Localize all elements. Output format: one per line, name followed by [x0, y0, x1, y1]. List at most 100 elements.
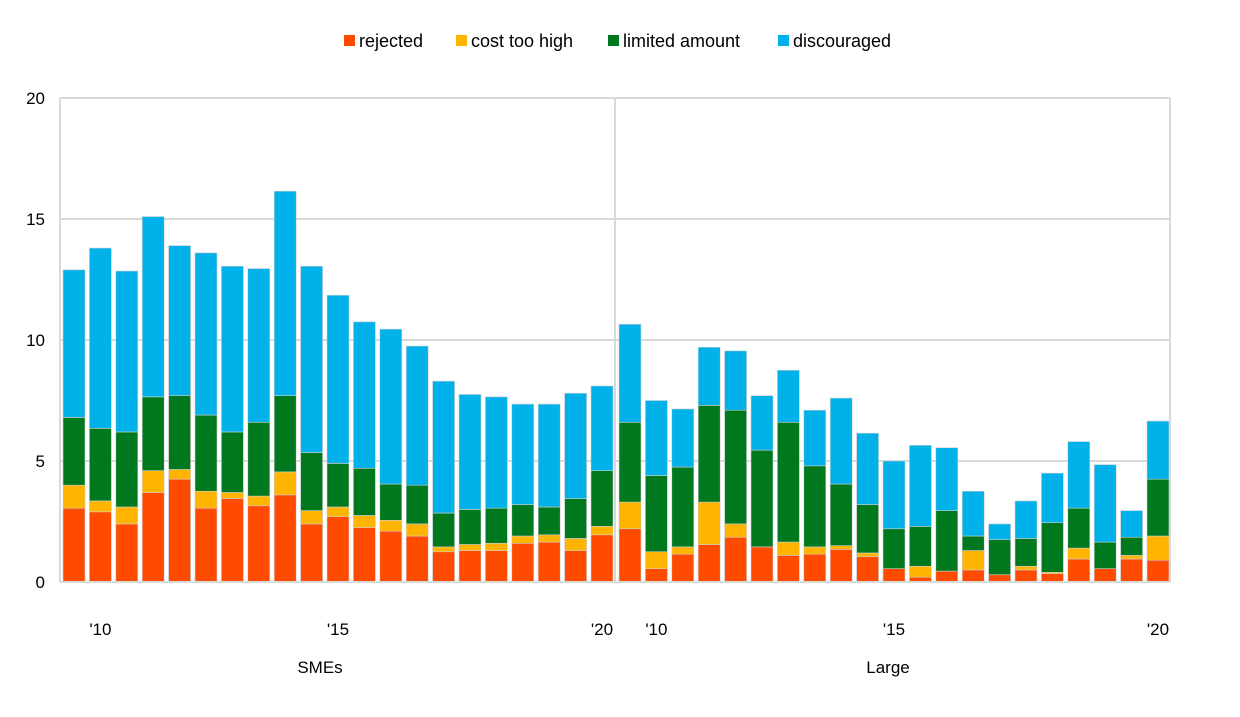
bar-segment-discouraged — [247, 268, 271, 423]
x-tick-label: '10 — [645, 620, 667, 639]
bar-segment-limited-amount — [300, 452, 323, 511]
bar-segment-rejected — [564, 550, 587, 583]
bar-segment-cost-too-high — [1014, 565, 1038, 571]
bar-segment-limited-amount — [405, 484, 429, 525]
bar-segment-rejected — [882, 568, 906, 583]
bar-segment-cost-too-high — [221, 492, 244, 499]
bar-segment-limited-amount — [379, 483, 403, 521]
bar-segment-cost-too-high — [89, 500, 112, 513]
bar-segment-limited-amount — [1067, 507, 1091, 549]
bar-segment-rejected — [537, 541, 561, 583]
bar-segment-rejected — [353, 527, 376, 583]
bar-segment-limited-amount — [247, 421, 271, 497]
x-tick-label: '15 — [327, 620, 349, 639]
bar-segment-rejected — [62, 507, 86, 583]
bar-segment-limited-amount — [909, 526, 932, 567]
bar-segment-rejected — [724, 536, 747, 583]
legend-label: discouraged — [793, 31, 891, 51]
y-tick-label: 5 — [36, 452, 45, 471]
bar-segment-cost-too-high — [645, 551, 668, 569]
bar-segment-discouraged — [273, 190, 297, 396]
bar-segment-limited-amount — [935, 510, 959, 572]
bar-segment-discouraged — [645, 400, 668, 476]
bar-segment-rejected — [1014, 569, 1038, 583]
bar-segment-rejected — [89, 511, 112, 583]
bar-segment-limited-amount — [829, 483, 853, 546]
bar-segment-cost-too-high — [829, 545, 853, 550]
bar-segment-rejected — [777, 555, 800, 583]
bar-segment-cost-too-high — [115, 506, 139, 525]
bar-segment-limited-amount — [645, 475, 668, 553]
bar-segment-limited-amount — [1014, 538, 1038, 567]
bar-segment-discouraged — [458, 394, 482, 510]
bar-segment-limited-amount — [537, 506, 561, 536]
bar-segment-limited-amount — [432, 512, 455, 548]
bar-segment-limited-amount — [590, 470, 614, 527]
bar-segment-rejected — [115, 523, 139, 583]
y-tick-label: 0 — [36, 573, 45, 592]
bar-segment-rejected — [300, 523, 323, 583]
bar-segment-cost-too-high — [141, 470, 165, 493]
bar-segment-limited-amount — [988, 539, 1011, 576]
bar-segment-cost-too-high — [803, 546, 827, 555]
x-tick-label: '20 — [1147, 620, 1169, 639]
bar-segment-limited-amount — [273, 395, 297, 473]
bar-segment-rejected — [326, 516, 350, 583]
bar-segment-limited-amount — [671, 466, 695, 548]
bar-segment-limited-amount — [1041, 522, 1064, 573]
bar-segment-cost-too-high — [697, 501, 721, 545]
bar-segment-discouraged — [115, 270, 139, 433]
bar-segment-cost-too-high — [1067, 547, 1091, 560]
bar-segment-discouraged — [379, 328, 403, 485]
bar-segment-discouraged — [432, 380, 455, 514]
bar-segment-limited-amount — [511, 504, 535, 537]
bar-segment-limited-amount — [882, 528, 906, 569]
bar-segment-rejected — [1067, 558, 1091, 583]
bar-segment-discouraged — [909, 444, 932, 527]
bar-segment-rejected — [1093, 568, 1117, 583]
bar-segment-cost-too-high — [326, 506, 350, 517]
bar-segment-limited-amount — [697, 405, 721, 503]
bar-segment-rejected — [221, 498, 244, 583]
bar-segment-discouraged — [590, 385, 614, 471]
bar-segment-discouraged — [724, 350, 747, 411]
bar-segment-rejected — [856, 556, 879, 583]
axes: 0 5 10 15 20 '10 '15 '20 SMEs '10 '15 '20 Large — [26, 89, 1170, 677]
bar-segment-rejected — [803, 553, 827, 583]
bar-segment-cost-too-high — [724, 523, 747, 538]
bar-segment-discouraged — [935, 447, 959, 511]
bar-segment-rejected — [671, 553, 695, 583]
bar-segment-discouraged — [697, 346, 721, 406]
bar-segment-discouraged — [537, 403, 561, 508]
bar-segment-limited-amount — [1093, 541, 1117, 569]
bar-segment-limited-amount — [1120, 536, 1143, 556]
bar-segment-cost-too-high — [961, 550, 985, 571]
bar-segment-rejected — [750, 546, 774, 583]
bar-segment-rejected — [1120, 558, 1143, 583]
bar-segment-discouraged — [564, 392, 587, 499]
bar-segment-limited-amount — [62, 417, 86, 486]
bar-segment-rejected — [961, 569, 985, 583]
bar-segment-cost-too-high — [671, 546, 695, 555]
bar-segment-cost-too-high — [618, 501, 642, 530]
bar-segment-cost-too-high — [62, 484, 86, 509]
bar-segment-rejected — [273, 494, 297, 583]
bar-segment-limited-amount — [115, 431, 139, 508]
bar-segment-cost-too-high — [1120, 555, 1143, 560]
bar-segment-limited-amount — [326, 463, 350, 508]
bar-segment-limited-amount — [856, 504, 879, 554]
x-tick-label: '15 — [883, 620, 905, 639]
bar-segment-cost-too-high — [432, 546, 455, 553]
bar-segment-limited-amount — [750, 449, 774, 548]
bar-segment-cost-too-high — [511, 535, 535, 544]
bar-segment-cost-too-high — [194, 490, 218, 509]
bar-segment-rejected — [645, 568, 668, 583]
bar-segment-rejected — [485, 550, 508, 583]
bar-segment-discouraged — [671, 408, 695, 468]
bar-segment-discouraged — [1146, 420, 1170, 480]
y-tick-label: 15 — [26, 210, 45, 229]
y-tick-label: 10 — [26, 331, 45, 350]
bar-segment-discouraged — [405, 345, 429, 486]
bar-segment-rejected — [405, 535, 429, 583]
bar-segment-cost-too-high — [247, 495, 271, 507]
